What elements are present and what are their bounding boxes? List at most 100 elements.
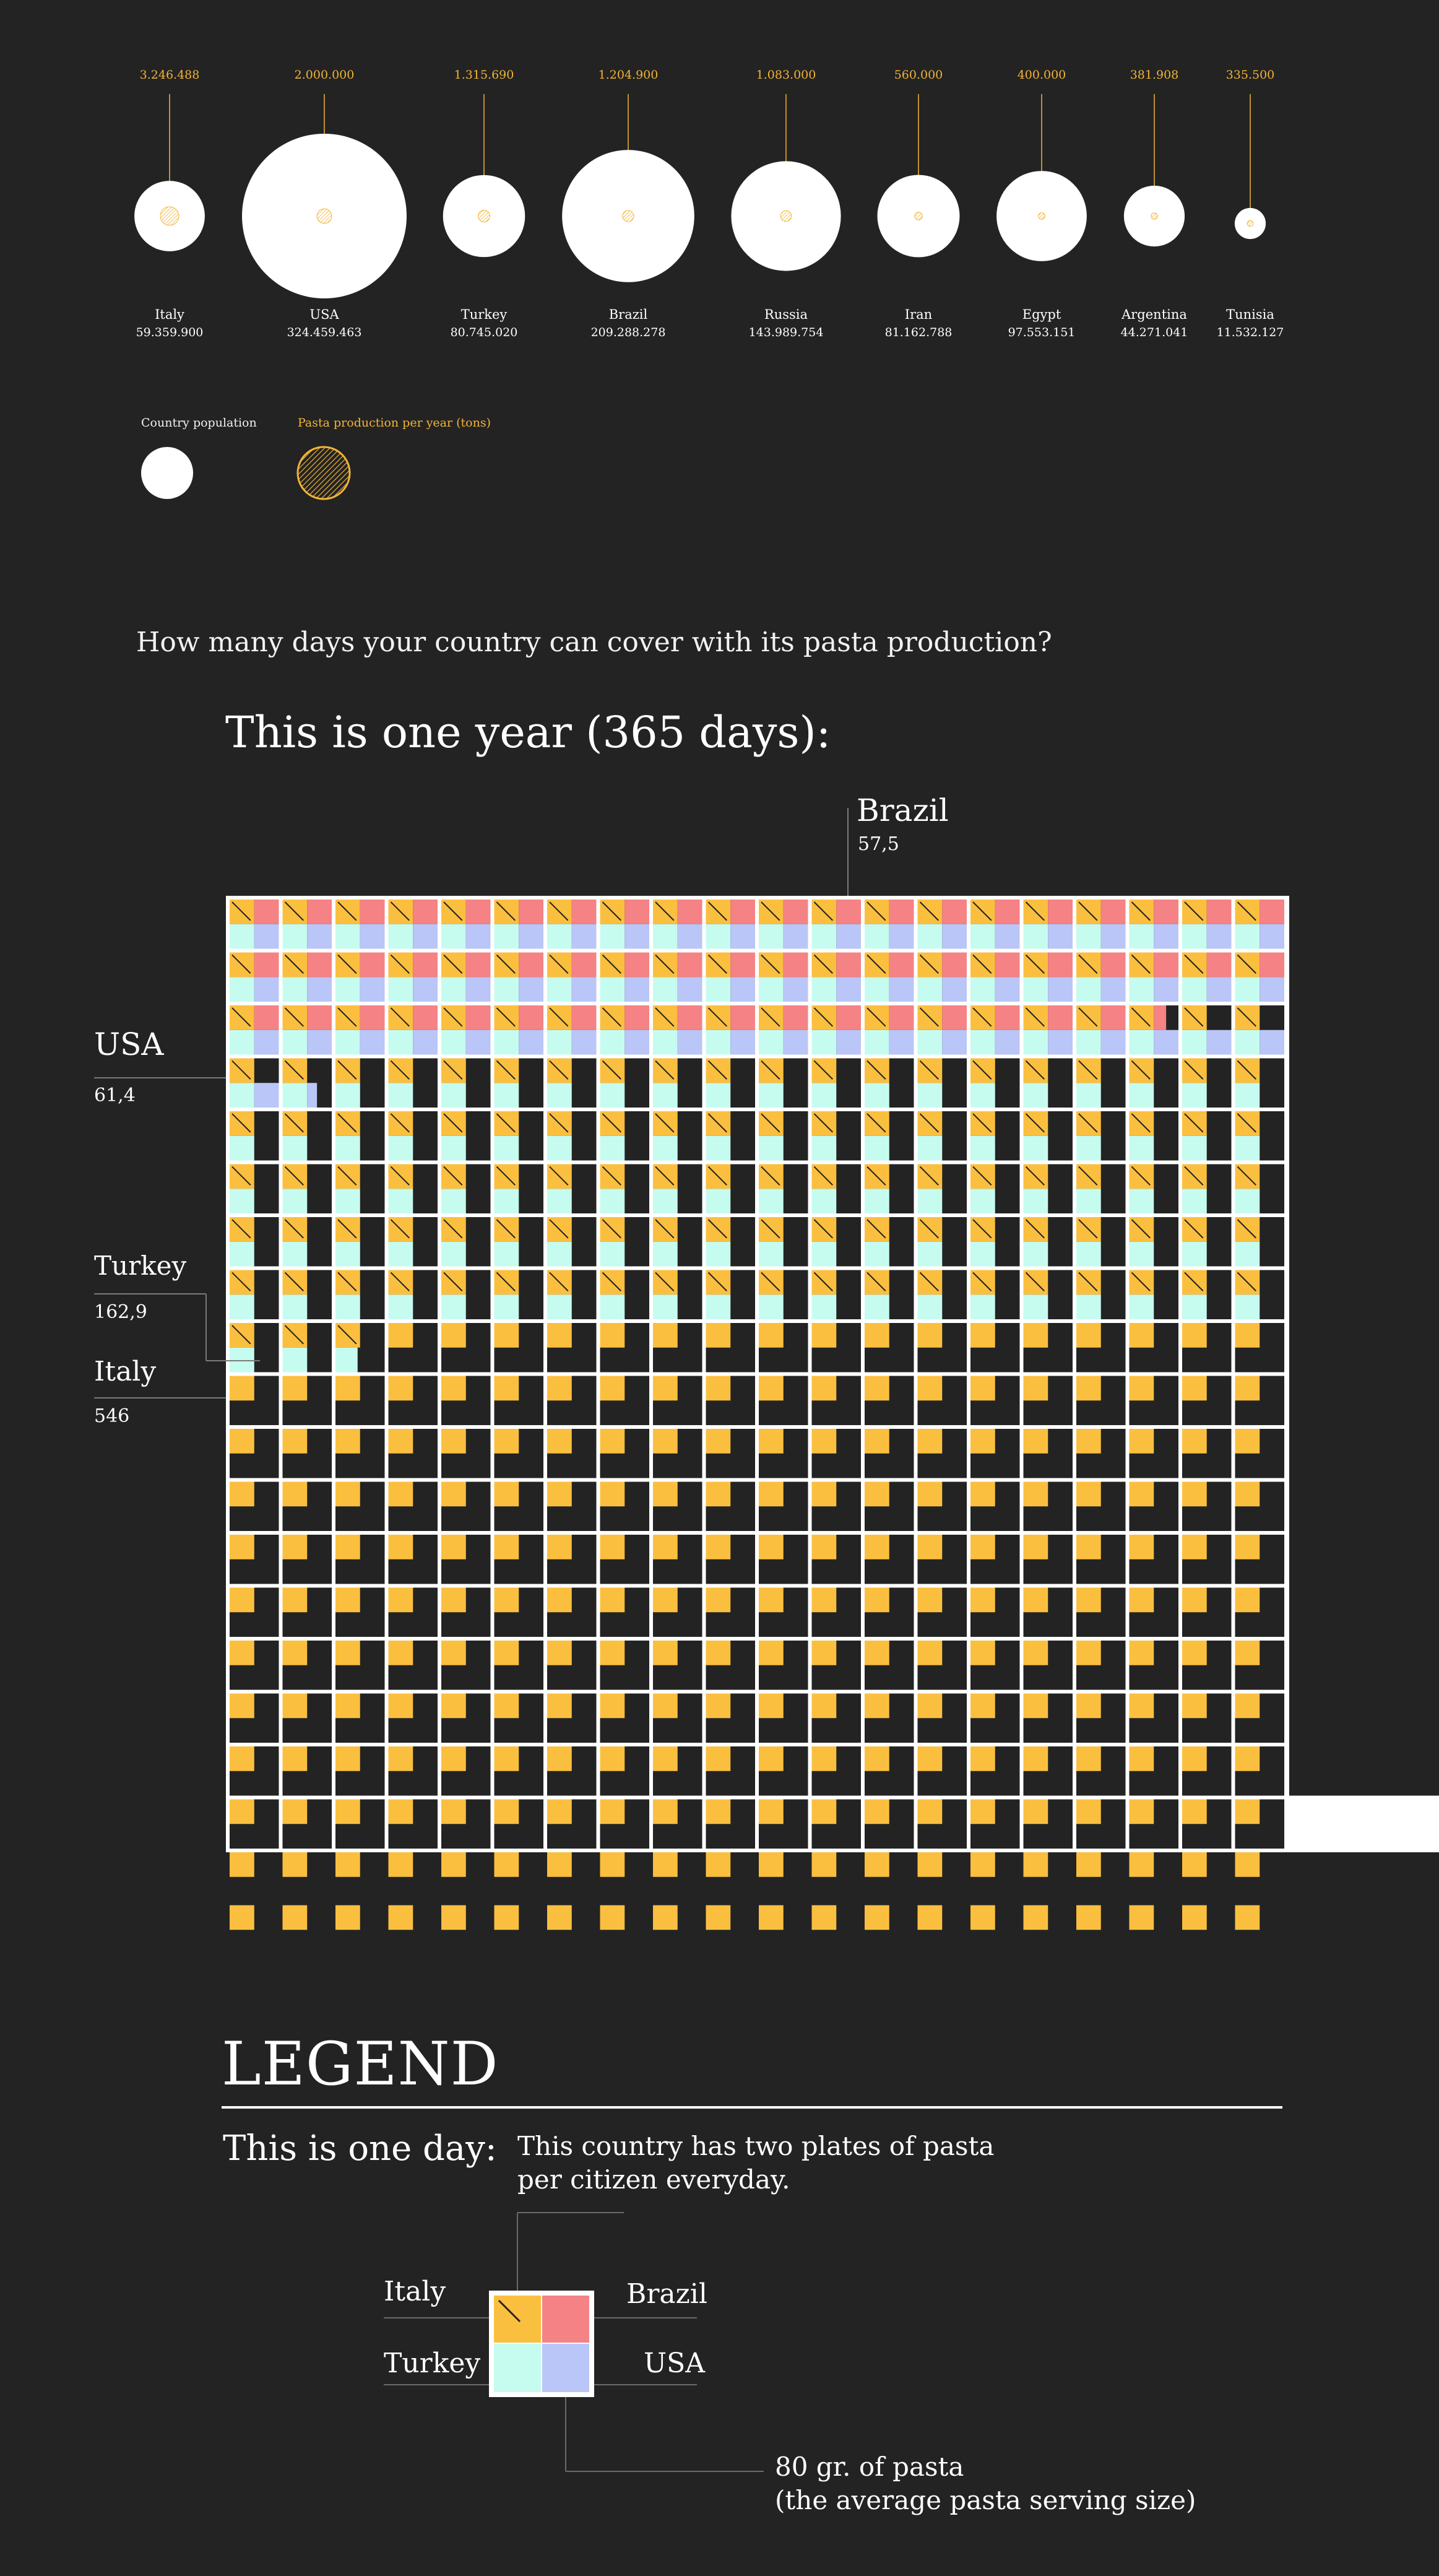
day-cell bbox=[1235, 1323, 1284, 1373]
day-cell bbox=[865, 1058, 914, 1108]
day-cell bbox=[282, 1323, 332, 1373]
production-value-label: 3.246.488 bbox=[139, 68, 200, 82]
day-cell bbox=[388, 1746, 438, 1796]
production-bubble-brazil bbox=[622, 210, 634, 222]
day-cell bbox=[706, 1376, 755, 1425]
callout-brazil-name: Brazil bbox=[857, 792, 949, 828]
day-cell bbox=[917, 1376, 967, 1425]
day-cell bbox=[917, 1429, 967, 1478]
day-cell bbox=[653, 1641, 702, 1690]
legend-quad-turkey bbox=[494, 2344, 541, 2392]
day-cell bbox=[494, 1799, 543, 1849]
day-cell bbox=[970, 1799, 1020, 1849]
day-cell bbox=[388, 1323, 438, 1373]
day-cell bbox=[547, 1587, 597, 1637]
day-cell bbox=[706, 900, 755, 949]
day-cell bbox=[494, 1058, 543, 1108]
day-cell bbox=[1182, 1058, 1232, 1108]
day-cell bbox=[865, 1693, 914, 1743]
day-cell bbox=[811, 1481, 861, 1531]
day-cell bbox=[1023, 1746, 1073, 1796]
day-cell bbox=[547, 1323, 597, 1373]
day-cell bbox=[600, 1429, 649, 1478]
day-cell bbox=[600, 1641, 649, 1690]
day-cell bbox=[1129, 1270, 1178, 1319]
day-cell bbox=[1235, 1005, 1284, 1055]
day-cell bbox=[706, 1111, 755, 1161]
day-cell bbox=[335, 1429, 385, 1478]
day-cell bbox=[970, 1535, 1020, 1584]
day-cell bbox=[1023, 1376, 1073, 1425]
production-bubble-italy bbox=[160, 206, 179, 226]
country-name-label: Iran bbox=[904, 307, 933, 322]
day-cell bbox=[1235, 1799, 1284, 1849]
day-cell bbox=[706, 1587, 755, 1637]
callout-brazil-value: 57,5 bbox=[858, 833, 899, 855]
day-cell bbox=[865, 952, 914, 1002]
day-cell bbox=[1182, 952, 1232, 1002]
day-cell bbox=[1076, 1641, 1126, 1690]
production-value-label: 335.500 bbox=[1225, 68, 1275, 82]
day-cell bbox=[388, 1111, 438, 1161]
day-cell bbox=[759, 1746, 808, 1796]
day-cell bbox=[1023, 1852, 1073, 1902]
day-cell bbox=[600, 1270, 649, 1319]
day-cell bbox=[917, 1641, 967, 1690]
day-cell bbox=[759, 1111, 808, 1161]
day-cell bbox=[494, 1746, 543, 1796]
day-cell bbox=[1023, 1058, 1073, 1108]
country-population-label: 44.271.041 bbox=[1120, 326, 1188, 339]
waffle-background-last-row bbox=[226, 1795, 1439, 1852]
day-cell bbox=[441, 1746, 491, 1796]
day-cell bbox=[282, 900, 332, 949]
day-cell bbox=[706, 1270, 755, 1319]
day-cell bbox=[600, 1005, 649, 1055]
day-cell bbox=[1235, 1587, 1284, 1637]
day-cell bbox=[706, 1852, 755, 1902]
day-cell bbox=[1129, 1905, 1178, 1950]
day-cell bbox=[653, 1481, 702, 1531]
day-cell bbox=[388, 952, 438, 1002]
day-cell bbox=[230, 1111, 279, 1161]
day-cell bbox=[917, 952, 967, 1002]
day-cell bbox=[1182, 1905, 1232, 1950]
day-cell bbox=[1129, 1746, 1178, 1796]
day-cell bbox=[811, 1429, 861, 1478]
day-cell bbox=[282, 1058, 332, 1108]
day-cell bbox=[1023, 1535, 1073, 1584]
day-cell bbox=[547, 1799, 597, 1849]
day-cell bbox=[547, 1693, 597, 1743]
day-cell bbox=[441, 1270, 491, 1319]
day-cell bbox=[441, 952, 491, 1002]
production-value-label: 2.000.000 bbox=[294, 68, 355, 82]
day-cell bbox=[653, 1270, 702, 1319]
callout-turkey-name: Turkey bbox=[94, 1251, 187, 1281]
day-cell bbox=[706, 1746, 755, 1796]
day-cell bbox=[547, 1535, 597, 1584]
country-name-label: Turkey bbox=[460, 307, 508, 322]
day-cell bbox=[865, 1164, 914, 1213]
day-cell bbox=[653, 1587, 702, 1637]
day-cell bbox=[759, 1376, 808, 1425]
day-cell bbox=[1076, 1376, 1126, 1425]
day-cell bbox=[441, 1164, 491, 1213]
day-cell bbox=[600, 1323, 649, 1373]
day-cell bbox=[1023, 1905, 1073, 1950]
day-cell bbox=[653, 1005, 702, 1055]
day-cell bbox=[600, 1852, 649, 1902]
day-cell bbox=[865, 1111, 914, 1161]
day-cell bbox=[335, 1799, 385, 1849]
day-cell bbox=[494, 1852, 543, 1902]
day-cell bbox=[600, 1111, 649, 1161]
day-cell bbox=[653, 952, 702, 1002]
day-cell bbox=[811, 1641, 861, 1690]
day-cell bbox=[335, 1058, 385, 1108]
callout-italy-value: 546 bbox=[94, 1405, 130, 1427]
legend-title: LEGEND bbox=[222, 2029, 499, 2099]
day-cell bbox=[441, 1799, 491, 1849]
country-name-label: Brazil bbox=[608, 307, 648, 322]
country-name-label: Tunisia bbox=[1226, 307, 1274, 322]
day-cell bbox=[441, 1111, 491, 1161]
day-cell bbox=[1076, 1058, 1126, 1108]
day-cell bbox=[1182, 1587, 1232, 1637]
